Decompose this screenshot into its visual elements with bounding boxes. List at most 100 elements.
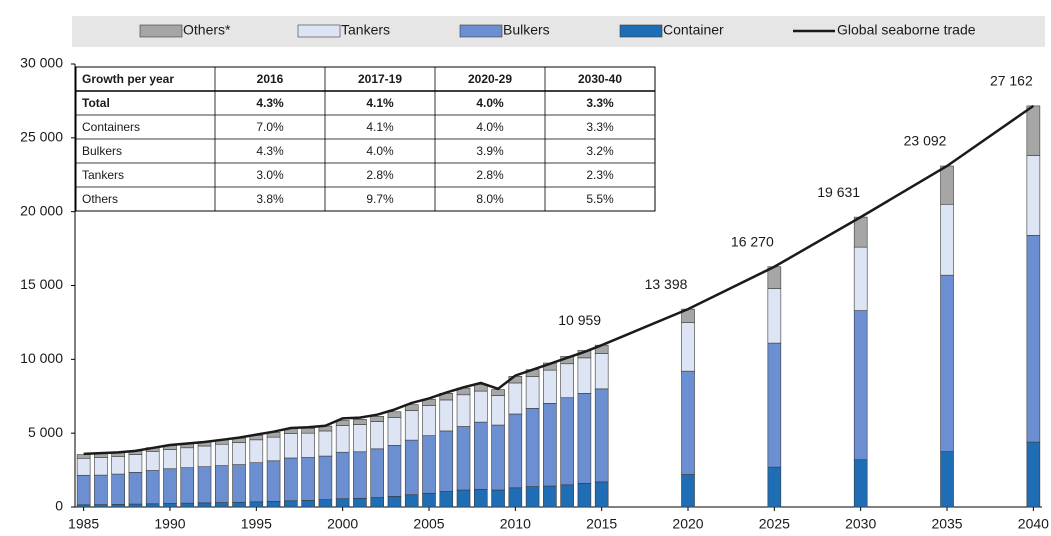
bar-segment [301,457,315,501]
data-label: 27 162 [990,73,1033,89]
bar-segment [940,203,954,276]
data-label: 13 398 [645,276,688,292]
bar-segment [525,376,540,409]
bar-segment [767,288,782,344]
table-cell: 2020-29 [468,72,512,86]
y-tick-label: 10 000 [20,350,63,366]
table-cell: 3.8% [256,192,284,206]
bar-segment [249,501,264,508]
x-tick-label: 2000 [327,516,358,532]
data-label: 19 631 [817,184,860,200]
table-cell: 4.1% [366,96,394,110]
bar-segment [422,492,436,508]
data-label: 16 270 [731,233,774,249]
bar-segment [370,416,384,422]
bar-segment [180,447,195,469]
bar-segment [594,481,609,508]
bar-segment [318,430,333,457]
table-cell: Others [82,192,118,206]
legend-swatch [619,24,663,38]
bar-segment [422,405,436,436]
x-tick-label: 2010 [500,516,531,532]
table-cell: 4.0% [366,144,394,158]
bar-segment [214,443,229,466]
bar-segment [180,467,195,504]
bar-segment [1026,105,1041,156]
bar-segment [508,382,523,415]
bar-segment [353,418,367,425]
bar-segment [491,489,505,508]
bar-segment [1026,155,1041,236]
bar-segment [404,410,419,441]
legend: Others* Tankers Bulkers Container Global sea… [139,22,976,38]
bar-segment [577,483,592,508]
bar-segment [1026,441,1041,508]
trade-line [83,104,1035,456]
bar-segment [197,502,212,508]
bar-segment [266,436,281,462]
data-label: 10 959 [558,312,601,328]
x-tick-label: 2030 [845,516,876,532]
bar-segment [940,165,954,205]
bar-segment [525,408,540,487]
bar-segment [163,468,177,504]
bar-segment [456,426,471,491]
bar-segment [318,499,333,508]
table-cell: Total [82,96,110,110]
legend-label: Global seaborne trade [837,22,976,38]
bar-segment [94,474,108,505]
bar-segment [853,459,868,508]
table-cell: 3.3% [586,120,614,134]
table-cell: 2030-40 [578,72,622,86]
bar-segment [508,487,523,508]
x-tick-label: 2040 [1018,516,1049,532]
table-cell: 3.2% [586,144,614,158]
bar-segment [111,473,125,505]
bar-segment [111,504,125,508]
bar-segment [301,432,315,458]
bar-segment [335,451,350,500]
table-cell: 2.3% [586,168,614,182]
bar-segment [1026,234,1041,443]
table-cell: 2016 [257,72,284,86]
bar-segment [335,498,350,508]
table-cell: 9.7% [366,192,394,206]
bar-segment [577,392,592,484]
bar-segment [370,448,384,498]
plot: 0 5 000 10 000 15 000 20 000 25 000 30 000 1985… [20,55,1049,532]
legend-swatch [459,24,503,38]
bar-segment [249,439,264,464]
bar-segment [681,322,695,372]
table-cell: 7.0% [256,120,284,134]
bar-segment [439,491,454,508]
table-cell: Growth per year [82,72,174,86]
bar-segment [577,357,592,394]
bar-segment [560,363,574,399]
x-tick-label: 2015 [586,516,617,532]
bar-segment [422,435,436,494]
bar-segment [525,486,540,508]
bar-segment [335,425,350,453]
legend-label: Tankers [341,22,390,38]
bar-segment [335,420,350,426]
bar-segment [681,474,695,508]
table-cell: 4.1% [366,120,394,134]
bar-segment [594,353,609,390]
table-cell: 8.0% [476,192,504,206]
y-tick-label: 5 000 [28,424,63,440]
growth-table: Growth per year 2016 2017-19 2020-29 2030-40… [75,66,656,212]
table-cell: Bulkers [82,144,122,158]
bar-segment [128,471,143,505]
bar-segment [853,310,868,461]
bar-segment [163,503,177,508]
bar-segment [767,466,782,508]
bar-segment [145,470,160,505]
legend-swatch [139,24,183,38]
bar-segment [197,466,212,504]
table-cell: Tankers [82,168,124,182]
bar-segment [594,388,609,483]
bar-segment [76,474,91,506]
bar-segment [491,389,505,396]
bar-segment [284,433,298,459]
